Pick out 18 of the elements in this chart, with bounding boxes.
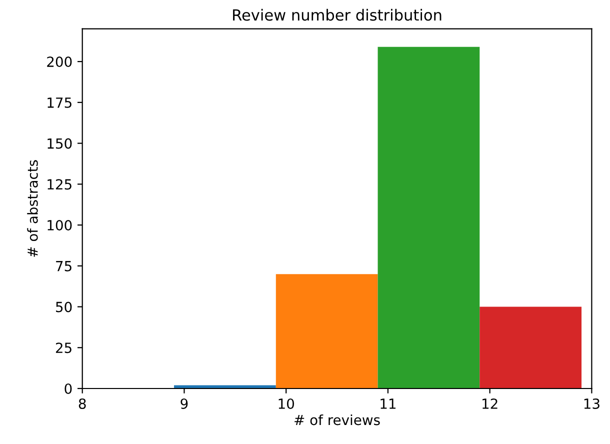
y-tick-label: 150 <box>48 138 72 149</box>
x-tick-label: 11 <box>380 398 396 409</box>
x-axis-title: # of reviews <box>294 414 380 426</box>
x-tick-label: 9 <box>180 398 188 409</box>
y-tick-label: 50 <box>56 302 72 312</box>
x-tick-label: 13 <box>584 398 600 409</box>
y-tick-label: 125 <box>48 179 72 190</box>
y-tick-label: 175 <box>48 98 72 108</box>
x-tick-label: 10 <box>278 398 294 409</box>
y-tick-label: 100 <box>48 220 72 230</box>
y-tick-label: 200 <box>47 56 72 68</box>
y-tick-label: 0 <box>64 383 72 394</box>
x-tick-label: 12 <box>482 398 498 409</box>
y-tick-label: 75 <box>56 261 72 272</box>
chart-title: Review number distribution <box>233 8 442 21</box>
y-tick-label: 25 <box>56 342 72 354</box>
x-tick-label: 8 <box>78 398 86 409</box>
y-axis-title: # of abstracts <box>27 160 38 257</box>
